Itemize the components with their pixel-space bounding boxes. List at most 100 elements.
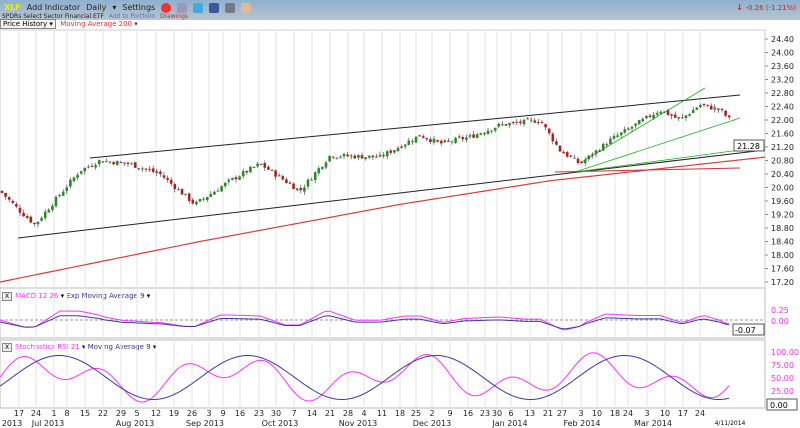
candle: [180, 189, 184, 195]
candle: [389, 150, 393, 153]
candle: [83, 167, 87, 172]
settings-button[interactable]: Settings: [122, 3, 156, 12]
candle: [411, 141, 414, 143]
candle: [727, 115, 731, 118]
day-label: 17: [678, 409, 688, 418]
month-label: Dec 2013: [413, 419, 451, 428]
candle: [645, 115, 648, 119]
candle: [205, 196, 209, 200]
candle: [493, 127, 497, 131]
candle: [94, 165, 97, 168]
candle: [591, 154, 594, 156]
add-to-portfolio-link[interactable]: Add to Portfolio: [108, 13, 156, 20]
day-label: 15: [80, 409, 90, 418]
drawings-link[interactable]: Drawings: [159, 13, 189, 20]
period-select[interactable]: Daily: [86, 3, 107, 12]
candle: [162, 175, 166, 178]
channel-line: [579, 87, 706, 164]
day-label: 21: [543, 409, 553, 418]
candle: [663, 111, 666, 113]
candle: [331, 156, 335, 158]
month-label: Aug 2013: [116, 419, 155, 428]
candle: [360, 155, 364, 159]
candle: [306, 179, 310, 187]
day-label: 17: [14, 409, 24, 418]
candle: [479, 133, 483, 135]
overlay-ma200[interactable]: Moving Average 200: [60, 20, 133, 28]
stumble-icon[interactable]: [177, 2, 188, 13]
candle: [220, 186, 223, 192]
candle: [126, 162, 130, 164]
day-label: 2: [429, 409, 434, 418]
overlay-dropdown-icon[interactable]: ▾: [134, 20, 138, 28]
candle: [15, 203, 18, 207]
help-icon[interactable]: [161, 2, 172, 13]
candle: [540, 122, 544, 124]
candle: [483, 132, 486, 135]
price-tick-label: 21.60: [771, 130, 794, 139]
day-label: 29: [116, 409, 126, 418]
candle: [691, 109, 695, 114]
stoch-line: [0, 352, 730, 403]
candle: [7, 197, 11, 200]
price-tick-label: 22.00: [771, 116, 794, 125]
candle: [317, 168, 321, 174]
candle: [241, 171, 245, 177]
facebook-icon[interactable]: [209, 2, 220, 13]
candle: [443, 140, 447, 143]
candle: [616, 135, 619, 137]
price-tick-label: 19.20: [771, 211, 794, 220]
print-icon[interactable]: [241, 2, 252, 13]
close-stoch-button[interactable]: X: [2, 343, 13, 352]
add-indicator-button[interactable]: Add Indicator: [26, 3, 81, 12]
day-label: 11: [377, 409, 387, 418]
price-history-select[interactable]: Price History ▾: [0, 19, 56, 29]
candle: [270, 170, 274, 172]
macd-label[interactable]: MACD 12 26: [15, 292, 59, 300]
candle: [267, 166, 270, 170]
price-tick-label: 22.80: [771, 89, 794, 98]
candle: [605, 144, 609, 146]
twitter-icon[interactable]: [193, 2, 204, 13]
candle: [177, 189, 180, 191]
price-tick-label: 21.20: [771, 143, 794, 152]
candle: [367, 155, 371, 158]
candle: [105, 161, 108, 163]
candle: [468, 135, 472, 137]
month-label: Mar 2014: [634, 419, 672, 428]
candle: [382, 155, 385, 157]
candle: [670, 114, 673, 116]
candle: [421, 136, 425, 138]
stoch-signal-label[interactable]: Moving Average 9: [87, 343, 151, 351]
month-label: 2013: [2, 419, 22, 428]
day-label: 12: [151, 409, 161, 418]
candle: [551, 133, 555, 142]
candle: [115, 160, 119, 166]
candle: [11, 200, 15, 204]
candle: [213, 191, 216, 195]
stoch-label[interactable]: Stochastics RSI 21: [15, 343, 80, 351]
candle: [335, 157, 339, 159]
day-label: 13: [525, 409, 535, 418]
candle: [598, 150, 601, 152]
candle: [342, 153, 346, 157]
candle: [108, 161, 112, 163]
day-label: 24: [31, 409, 41, 418]
period-dropdown-icon[interactable]: ▾: [112, 3, 117, 12]
day-label: 5: [134, 409, 139, 418]
candle: [501, 124, 504, 126]
candle: [303, 187, 306, 192]
candle: [101, 161, 105, 163]
month-label: Nov 2013: [339, 419, 378, 428]
candle: [47, 209, 51, 213]
month-label: Jul 2013: [31, 419, 65, 428]
macd-signal-label[interactable]: Exp Moving Average 9: [66, 292, 145, 300]
candle: [22, 212, 25, 217]
security-name: SPDRs Select Sector Financial ETF: [2, 13, 104, 20]
stoch-readout: 0.00: [770, 401, 788, 410]
day-label: 23: [480, 409, 490, 418]
camera-icon[interactable]: [225, 2, 236, 13]
channel-line: [574, 149, 741, 173]
close-macd-button[interactable]: X: [2, 292, 13, 301]
